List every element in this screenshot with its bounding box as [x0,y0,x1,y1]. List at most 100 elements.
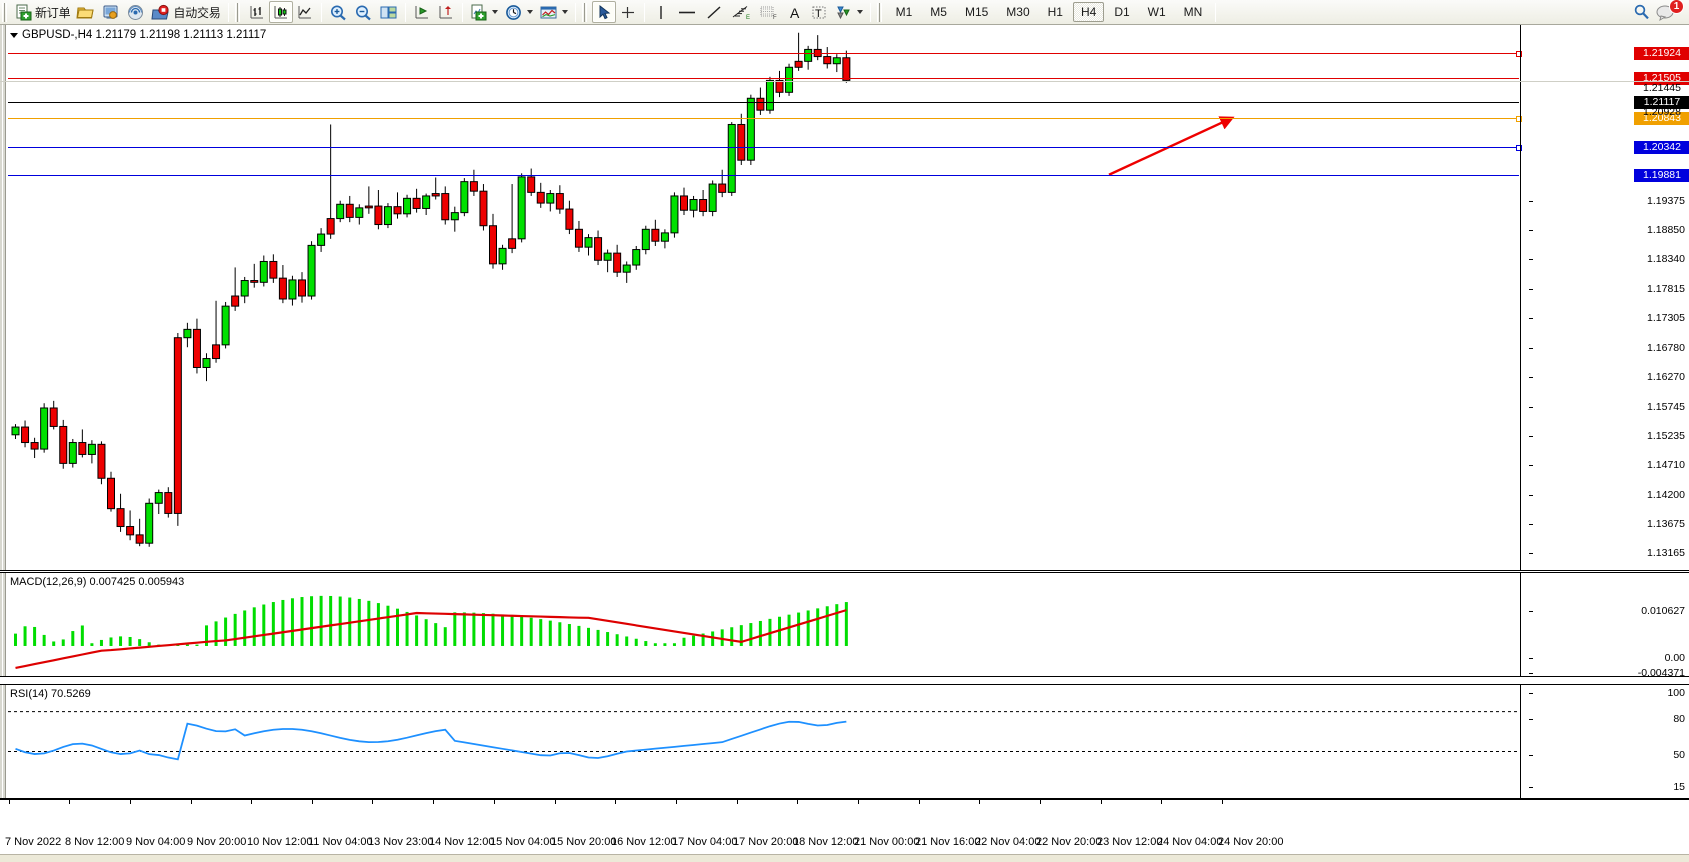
trendline-button[interactable] [701,1,727,23]
toolbar-grip[interactable] [2,2,9,22]
timeframe-button-h4[interactable]: H4 [1072,2,1105,22]
period-button[interactable] [501,1,526,23]
candle-body [756,97,765,111]
signal-button[interactable] [123,1,148,23]
price-level-line[interactable] [8,175,1519,176]
price-level-line[interactable] [8,102,1519,103]
new-chart-button[interactable] [467,1,491,23]
zoom-out-button[interactable] [351,1,376,23]
folder-button[interactable] [73,1,98,23]
search-button[interactable] [1629,1,1655,23]
price-level-handle[interactable] [1516,51,1522,57]
macd-tick-label: -0.004371 [1529,667,1689,679]
macd-histogram-bar [625,636,629,646]
tile-windows-button[interactable] [376,1,401,23]
crosshair-button[interactable] [616,1,640,23]
price-pane[interactable]: 1.21924 1.21505 1.21445 1.21117 1.20928 1.208… [0,25,1689,571]
macd-histogram-bar [653,643,657,646]
price-axis[interactable]: 1.21924 1.21505 1.21445 1.21117 1.20928 1.208… [1520,25,1689,570]
auto-trading-button[interactable]: 自动交易 [148,1,223,23]
macd-histogram-bar [376,603,380,646]
candle-body [30,442,39,450]
macd-pane[interactable]: 0.010627 0.00 -0.004371 MACD(12,26,9) 0.00… [0,572,1689,679]
timeframe-button-m30[interactable]: M30 [1006,4,1030,19]
price-level-line[interactable] [8,145,1522,151]
time-axis-label: 21 Nov 16:00 [915,836,981,848]
main-toolbar: 新订单 [0,0,1689,25]
chart-area[interactable]: 1.21924 1.21505 1.21445 1.21117 1.20928 1.208… [0,25,1689,862]
price-level-tag[interactable]: 1.19881 [1634,169,1689,182]
chart-menu-caret-icon[interactable] [10,32,18,38]
uptrend-arrow[interactable] [8,25,1519,570]
macd-histogram-bar [281,599,285,646]
terminal-button[interactable] [98,1,123,23]
indicators-button[interactable] [536,1,561,23]
macd-histogram-bar [587,627,590,646]
messages-button[interactable]: 1 [1655,0,1684,23]
objects-button[interactable] [831,1,856,23]
indicators-dropdown-caret[interactable] [561,10,568,14]
time-axis-tick [979,800,980,804]
rsi-pane[interactable]: 100 80 50 15 RSI(14) 70.5269 [0,684,1689,799]
price-level-handle[interactable] [1516,116,1522,122]
candlestick-chart-button[interactable] [268,1,293,23]
price-level-tag[interactable]: 1.21445 [1643,82,1681,94]
price-level-tag[interactable]: 1.21924 [1634,47,1689,60]
new-order-button[interactable]: 新订单 [12,1,73,23]
macd-histogram-bar [195,644,199,646]
macd-histogram-bar [99,639,103,646]
period-dropdown-caret[interactable] [526,10,533,14]
candle-body [107,477,115,510]
zoom-in-button[interactable] [326,1,351,23]
fibo-fan-button[interactable]: F [755,1,783,23]
text-label-button[interactable]: T [807,1,831,23]
rsi-pane-grip[interactable] [0,685,6,798]
price-level-tag[interactable]: 1.21117 [1634,96,1689,109]
timeframe-button-m5[interactable]: M5 [930,4,947,19]
line-chart-button[interactable] [293,1,317,23]
candle-body [173,337,182,514]
timeframe-button-m1[interactable]: M1 [895,4,913,19]
macd-histogram-bar [71,631,75,646]
price-level-tag[interactable]: 1.20342 [1634,141,1689,154]
toolbar-grip-3[interactable] [581,2,589,22]
macd-histogram-bar [424,619,428,646]
price-level-line[interactable] [8,51,1522,57]
time-axis[interactable]: 7 Nov 2022 8 Nov 12:00 9 Nov 04:00 9 Nov 20… [0,799,1689,862]
timeframe-button-m15[interactable]: M15 [964,4,989,19]
price-tick-label: 1.17815 [1529,283,1689,295]
price-pane-grip[interactable] [0,25,6,570]
rsi-tick-label: 50 [1529,749,1689,761]
timeframe-button-d1[interactable]: D1 [1114,4,1130,19]
text-button[interactable]: A [783,1,807,23]
macd-plot[interactable] [8,573,1519,676]
timeframe-button-h1[interactable]: H1 [1047,4,1063,19]
auto-scroll-button[interactable] [434,1,458,23]
chart-shift-button[interactable] [410,1,434,23]
new-chart-dropdown-caret[interactable] [491,10,498,14]
objects-dropdown-caret[interactable] [856,10,863,14]
price-level-line[interactable] [8,116,1522,122]
timeframe-button-mn[interactable]: MN [1183,4,1203,19]
macd-pane-grip[interactable] [0,573,6,676]
price-level-line[interactable] [8,78,1519,79]
timeframe-button-w1[interactable]: W1 [1147,4,1166,19]
price-level-handle[interactable] [1516,145,1522,151]
candle-body [718,183,727,193]
price-level-tag[interactable]: 1.20843 [1634,112,1689,125]
macd-histogram-bar [357,598,361,646]
time-axis-tick [555,800,556,804]
svg-text:F: F [773,15,777,21]
horizontal-line-button[interactable] [673,1,701,23]
price-plot[interactable] [8,25,1519,570]
toolbar-divider-3 [404,2,406,22]
fibonacci-button[interactable]: E [727,1,755,23]
cursor-button[interactable] [591,1,616,23]
price-candles [11,32,851,547]
bar-chart-button[interactable] [245,1,269,23]
toolbar-grip-2[interactable] [234,2,242,22]
rsi-plot[interactable] [8,685,1519,798]
price-level-tag[interactable]: 1.20928 [1643,106,1681,118]
toolbar-grip-4[interactable] [876,2,884,22]
vertical-line-button[interactable] [649,1,673,23]
